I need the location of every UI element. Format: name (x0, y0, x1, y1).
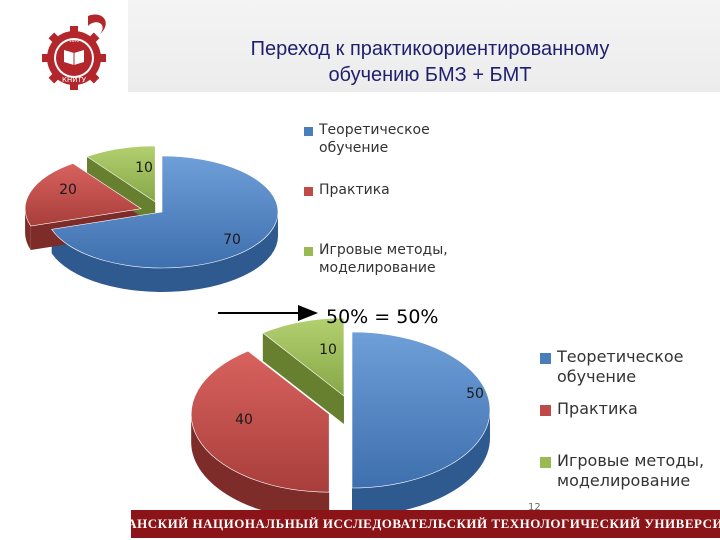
logo-panel: КНИТУ 1890 (0, 0, 128, 92)
slice-practice-side-2 (191, 414, 330, 521)
slice-practice-1 (24, 163, 142, 227)
legend-label-slice-games-2: Игровые методы, (557, 451, 704, 470)
pie-chart-2: 50 40 10 (190, 317, 491, 521)
legend-swatch-slice-practice-1 (304, 187, 313, 196)
slice-games-1 (86, 145, 156, 203)
legend-label-line2-slice-games-1: моделирование (319, 260, 436, 276)
data-label-slice-practice-1: 20 (59, 182, 77, 198)
slice-games-2 (262, 317, 345, 397)
logo-text: КНИТУ (62, 76, 87, 84)
legend-label-slice-theory-1: Теоретическое (318, 122, 430, 138)
legend-swatch-slice-games-2 (540, 457, 551, 468)
slice-theory-side-2 (352, 410, 490, 516)
data-label-slice-games-2: 10 (319, 342, 337, 358)
slice-practice-side-1 (25, 208, 31, 251)
slice-theory-2 (351, 331, 491, 489)
title-line-2: обучению БМЗ + БМТ (328, 64, 532, 86)
page-number: 12 (528, 502, 541, 513)
slice-practice-2 (190, 350, 330, 493)
legend-swatch-slice-theory-1 (304, 127, 313, 136)
slice-theory-1 (51, 155, 279, 269)
title-line-1: Переход к практикоориентированному (250, 38, 610, 60)
data-label-slice-games-1: 10 (135, 160, 153, 176)
slice-games-wall-2 (262, 332, 344, 425)
university-logo: КНИТУ 1890 (42, 14, 106, 90)
slice-theory-side-1 (51, 212, 278, 292)
legend-swatch-slice-games-1 (304, 247, 313, 256)
slide-title: Переход к практикоориентированному обуче… (150, 36, 710, 88)
legend-swatch-slice-theory-2 (540, 353, 551, 364)
legend-1: Теоретическое обучение Практика Игровые мет… (304, 122, 448, 276)
legend-label-slice-practice-2: Практика (557, 399, 638, 418)
legend-label-slice-games-1: Игровые методы, (319, 242, 448, 258)
legend-label-line2-slice-theory-1: обучение (319, 140, 388, 156)
legend-label-slice-theory-2: Теоретическое (556, 347, 684, 366)
data-label-slice-theory-1: 70 (223, 232, 241, 248)
logo-year: 1890 (69, 38, 80, 43)
pie-chart-1: 70 20 10 (24, 145, 279, 292)
comparison-label: 50% = 50% (326, 306, 439, 328)
data-label-slice-practice-2: 40 (235, 412, 253, 428)
footer-bar: КАЗАНСКИЙ НАЦИОНАЛЬНЫЙ ИССЛЕДОВАТЕЛЬСКИЙ… (100, 510, 720, 538)
legend-label-slice-practice-1: Практика (319, 182, 390, 198)
legend-swatch-slice-practice-2 (540, 405, 551, 416)
legend-label-line2-slice-theory-2: обучение (557, 367, 636, 386)
legend-label-line2-slice-games-2: моделирование (557, 471, 690, 490)
data-label-slice-theory-2: 50 (466, 386, 484, 402)
